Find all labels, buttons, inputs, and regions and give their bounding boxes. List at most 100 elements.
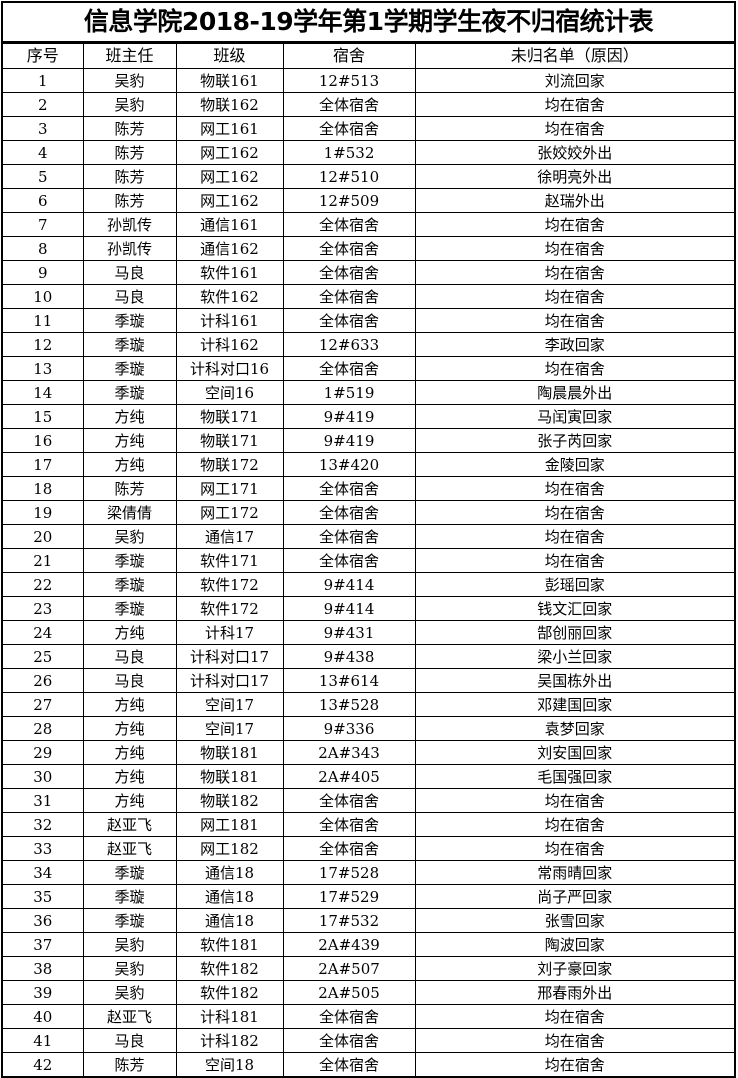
cell-dorm: 全体宿舍 [282, 308, 416, 333]
header-absent-list: 未归名单（原因） [414, 43, 734, 69]
table-row: 26 马良 计科对口17 13#614 吴国栋外出 [3, 668, 734, 693]
table-row: 18 陈芳 网工171 全体宿舍 均在宿舍 [3, 476, 734, 501]
cell-absent-list: 均在宿舍 [414, 92, 734, 117]
cell-index: 31 [3, 788, 84, 813]
cell-dorm: 全体宿舍 [282, 260, 416, 285]
cell-teacher: 孙凯传 [82, 236, 177, 261]
cell-index: 19 [3, 500, 84, 525]
cell-class: 空间17 [175, 716, 284, 741]
cell-teacher: 季璇 [82, 356, 177, 381]
cell-absent-list: 陶波回家 [414, 932, 734, 957]
cell-teacher: 方纯 [82, 692, 177, 717]
cell-dorm: 13#528 [282, 692, 416, 717]
cell-index: 42 [3, 1052, 84, 1076]
cell-absent-list: 均在宿舍 [414, 308, 734, 333]
cell-class: 通信18 [175, 860, 284, 885]
cell-dorm: 9#431 [282, 620, 416, 645]
cell-absent-list: 张姣姣外出 [414, 140, 734, 165]
cell-teacher: 赵亚飞 [82, 836, 177, 861]
cell-index: 8 [3, 236, 84, 261]
cell-teacher: 马良 [82, 668, 177, 693]
cell-absent-list: 均在宿舍 [414, 476, 734, 501]
cell-teacher: 陈芳 [82, 476, 177, 501]
table-row: 35 季璇 通信18 17#529 尚子严回家 [3, 884, 734, 909]
cell-dorm: 12#510 [282, 164, 416, 189]
cell-teacher: 陈芳 [82, 116, 177, 141]
cell-dorm: 全体宿舍 [282, 1052, 416, 1076]
header-row: 序号 班主任 班级 宿舍 未归名单（原因） [3, 43, 734, 69]
cell-index: 18 [3, 476, 84, 501]
absence-table: 序号 班主任 班级 宿舍 未归名单（原因） 1 吴豹 物联161 12#513 刘流回家… [3, 43, 734, 1076]
cell-class: 网工182 [175, 836, 284, 861]
cell-dorm: 全体宿舍 [282, 212, 416, 237]
cell-absent-list: 刘子豪回家 [414, 956, 734, 981]
header-class: 班级 [175, 43, 284, 69]
cell-teacher: 季璇 [82, 596, 177, 621]
cell-absent-list: 袁梦回家 [414, 716, 734, 741]
cell-absent-list: 刘安国回家 [414, 740, 734, 765]
cell-class: 网工162 [175, 140, 284, 165]
cell-teacher: 季璇 [82, 380, 177, 405]
table-row: 5 陈芳 网工162 12#510 徐明亮外出 [3, 164, 734, 189]
cell-dorm: 12#509 [282, 188, 416, 213]
cell-class: 计科17 [175, 620, 284, 645]
cell-absent-list: 均在宿舍 [414, 236, 734, 261]
cell-teacher: 季璇 [82, 908, 177, 933]
cell-dorm: 全体宿舍 [282, 812, 416, 837]
table-row: 14 季璇 空间16 1#519 陶晨晨外出 [3, 380, 734, 405]
cell-index: 10 [3, 284, 84, 309]
cell-index: 12 [3, 332, 84, 357]
cell-teacher: 方纯 [82, 764, 177, 789]
table-row: 42 陈芳 空间18 全体宿舍 均在宿舍 [3, 1052, 734, 1076]
cell-absent-list: 毛国强回家 [414, 764, 734, 789]
cell-dorm: 全体宿舍 [282, 836, 416, 861]
cell-index: 20 [3, 524, 84, 549]
table-row: 27 方纯 空间17 13#528 邓建国回家 [3, 692, 734, 717]
cell-teacher: 季璇 [82, 308, 177, 333]
cell-class: 物联181 [175, 740, 284, 765]
cell-index: 4 [3, 140, 84, 165]
cell-class: 计科对口17 [175, 668, 284, 693]
table-row: 20 吴豹 通信17 全体宿舍 均在宿舍 [3, 524, 734, 549]
cell-teacher: 赵亚飞 [82, 812, 177, 837]
cell-class: 网工172 [175, 500, 284, 525]
cell-absent-list: 张子芮回家 [414, 428, 734, 453]
cell-absent-list: 均在宿舍 [414, 356, 734, 381]
cell-index: 16 [3, 428, 84, 453]
cell-class: 计科181 [175, 1004, 284, 1029]
cell-teacher: 方纯 [82, 740, 177, 765]
cell-teacher: 马良 [82, 644, 177, 669]
header-teacher: 班主任 [82, 43, 177, 69]
cell-class: 软件172 [175, 572, 284, 597]
table-row: 7 孙凯传 通信161 全体宿舍 均在宿舍 [3, 212, 734, 237]
cell-teacher: 方纯 [82, 452, 177, 477]
cell-absent-list: 彭瑶回家 [414, 572, 734, 597]
cell-class: 空间17 [175, 692, 284, 717]
cell-index: 23 [3, 596, 84, 621]
table-row: 30 方纯 物联181 2A#405 毛国强回家 [3, 764, 734, 789]
cell-index: 27 [3, 692, 84, 717]
cell-dorm: 2A#505 [282, 980, 416, 1005]
cell-class: 空间18 [175, 1052, 284, 1076]
cell-class: 物联162 [175, 92, 284, 117]
cell-teacher: 陈芳 [82, 1052, 177, 1076]
table-row: 2 吴豹 物联162 全体宿舍 均在宿舍 [3, 92, 734, 117]
cell-index: 30 [3, 764, 84, 789]
cell-index: 22 [3, 572, 84, 597]
cell-index: 15 [3, 404, 84, 429]
table-row: 4 陈芳 网工162 1#532 张姣姣外出 [3, 140, 734, 165]
table-row: 16 方纯 物联171 9#419 张子芮回家 [3, 428, 734, 453]
cell-class: 物联181 [175, 764, 284, 789]
cell-teacher: 马良 [82, 284, 177, 309]
table-row: 22 季璇 软件172 9#414 彭瑶回家 [3, 572, 734, 597]
cell-dorm: 13#614 [282, 668, 416, 693]
cell-dorm: 全体宿舍 [282, 476, 416, 501]
cell-dorm: 全体宿舍 [282, 500, 416, 525]
cell-dorm: 9#414 [282, 572, 416, 597]
cell-teacher: 陈芳 [82, 164, 177, 189]
cell-class: 计科182 [175, 1028, 284, 1053]
cell-dorm: 全体宿舍 [282, 356, 416, 381]
cell-teacher: 季璇 [82, 572, 177, 597]
cell-index: 34 [3, 860, 84, 885]
